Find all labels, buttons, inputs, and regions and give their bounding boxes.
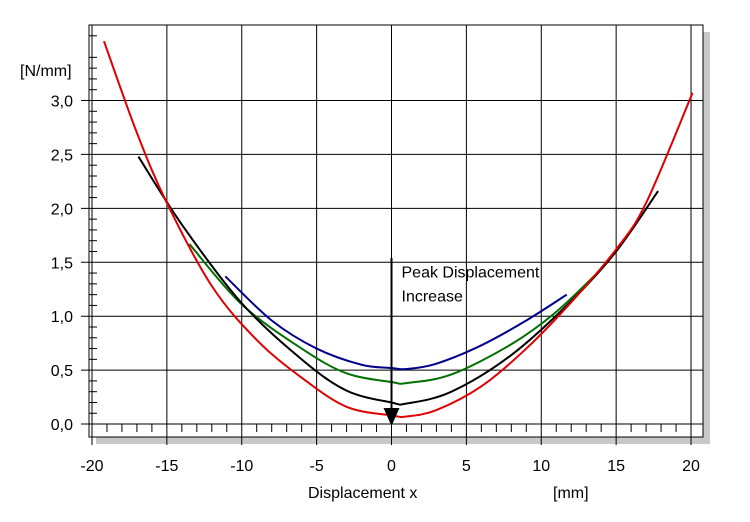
y-tick-label: 3,0 <box>51 93 73 110</box>
series-line-2 <box>188 243 604 385</box>
y-tick-label: 2,5 <box>51 147 73 164</box>
y-axis-label: [N/mm] <box>20 63 72 80</box>
grid <box>81 25 703 445</box>
x-tick-label: -20 <box>80 458 103 475</box>
series-group <box>103 40 694 418</box>
y-tick-label: 0,5 <box>51 363 73 380</box>
x-tick-label: -5 <box>310 458 324 475</box>
x-tick-label: -15 <box>155 458 178 475</box>
y-tick-label: 1,5 <box>51 255 73 272</box>
x-tick-label: 10 <box>532 458 550 475</box>
series-line-1 <box>224 275 568 371</box>
y-tick-label: 1,0 <box>51 309 73 326</box>
x-axis-unit: [mm] <box>553 485 589 502</box>
annotation-label-line: Increase <box>402 288 463 305</box>
annotation-group: Peak Displacement Increase <box>383 257 540 427</box>
annotation-arrow-head <box>383 408 400 427</box>
annotation-label-line: Peak Displacement <box>402 264 540 281</box>
x-tick-labels: -20 -15 -10 -5 0 5 10 15 20 <box>80 458 700 475</box>
minor-ticks <box>89 35 677 433</box>
x-tick-label: 5 <box>462 458 471 475</box>
y-tick-label: 2,0 <box>51 201 73 218</box>
x-tick-label: -10 <box>230 458 253 475</box>
y-tick-label: 0,0 <box>51 417 73 434</box>
series-line-4 <box>103 40 694 418</box>
x-axis-label: Displacement x <box>308 485 417 502</box>
y-tick-labels: 0,0 0,5 1,0 1,5 2,0 2,5 3,0 <box>51 93 73 434</box>
x-tick-label: 0 <box>387 458 396 475</box>
x-tick-label: 15 <box>607 458 625 475</box>
x-tick-label: 20 <box>682 458 700 475</box>
